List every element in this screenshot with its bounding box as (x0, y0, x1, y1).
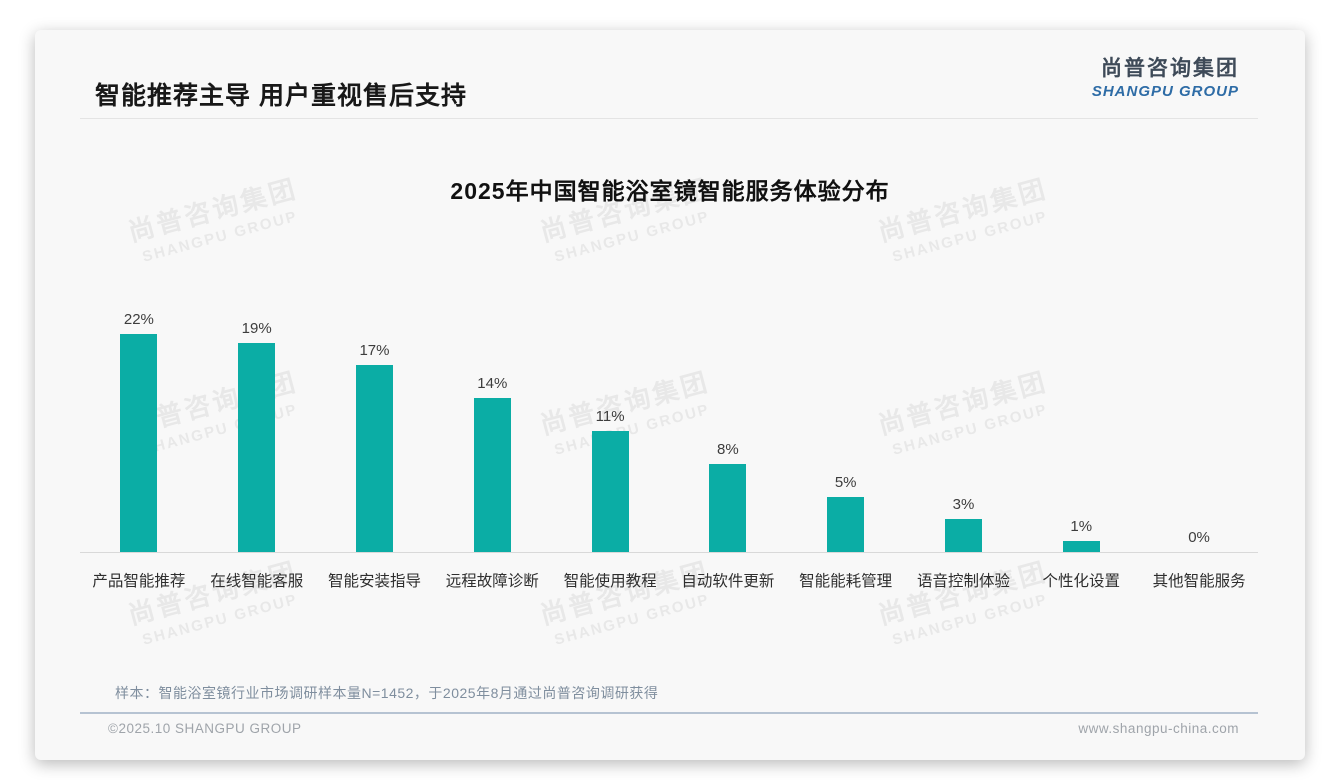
bar (591, 431, 629, 552)
bar-value-label: 0% (1188, 529, 1210, 546)
category-label: 个性化设置 (1042, 573, 1121, 590)
bar-value-label: 11% (595, 408, 625, 425)
category-label: 语音控制体验 (916, 573, 1010, 590)
bar-value-label: 17% (359, 342, 390, 359)
category-label: 智能能耗管理 (799, 573, 893, 590)
bar-column: 22% (80, 311, 198, 552)
bar-column: 8% (669, 311, 787, 552)
bar-value-label: 1% (1070, 518, 1093, 535)
footer: ©2025.10 SHANGPU GROUP www.shangpu-china… (108, 721, 1239, 736)
bar-value-label: 8% (717, 441, 739, 458)
bar (709, 464, 747, 552)
slide-card: 尚普咨询集团 SHANGPU GROUP 尚普咨询集团 SHANGPU GROUP 尚普… (35, 30, 1305, 760)
company-logo: 尚普咨询集团 SHANGPU GROUP (1092, 52, 1239, 100)
bar (944, 519, 982, 552)
bar-column: 3% (905, 311, 1023, 552)
bar-value-label: 14% (477, 375, 508, 392)
bar-column: 19% (198, 311, 316, 552)
bar-column: 17% (316, 311, 434, 552)
sample-note: 样本：智能浴室镜行业市场调研样本量N=1452，于2025年8月通过尚普咨询调研… (115, 685, 659, 701)
footer-divider (80, 712, 1258, 714)
page-title: 智能推荐主导 用户重视售后支持 (95, 82, 467, 110)
bar (473, 398, 511, 552)
bar-column: 14% (433, 311, 551, 552)
category-label: 远程故障诊断 (445, 573, 539, 590)
category-label: 智能安装指导 (327, 573, 421, 590)
bar-chart-category-axis: 产品智能推荐 在线智能客服 智能安装指导 远程故障诊断 智能使用教程 自动软件更新 智能能耗… (80, 569, 1258, 591)
header-divider (80, 118, 1258, 119)
bar-column: 0% (1140, 311, 1258, 552)
logo-cn-text: 尚普咨询集团 (1101, 57, 1239, 80)
logo-en-text: SHANGPU GROUP (1091, 83, 1239, 100)
bar (355, 365, 393, 552)
category-label: 其他智能服务 (1152, 573, 1246, 590)
chart-title: 2025年中国智能浴室镜智能服务体验分布 (450, 178, 890, 204)
bar (120, 334, 158, 552)
bar-column: 5% (787, 311, 905, 552)
bar-value-label: 3% (952, 496, 975, 513)
bar-value-label: 5% (834, 474, 857, 491)
category-label: 产品智能推荐 (92, 573, 186, 590)
bar-column: 11% (551, 311, 669, 552)
bar-value-label: 22% (123, 311, 154, 328)
bar-column: 1% (1022, 311, 1140, 552)
bar-value-label: 19% (241, 320, 272, 337)
bar (238, 343, 276, 552)
footer-website: www.shangpu-china.com (1078, 721, 1239, 736)
bar-chart: 22% 19% 17% 14% 11% 8% 5% 3% 1% 0% 产品智能推荐 在线智能客服 智能… (80, 311, 1258, 591)
category-label: 自动软件更新 (681, 573, 775, 590)
category-label: 在线智能客服 (210, 573, 304, 590)
category-label: 智能使用教程 (563, 573, 657, 590)
slide-content: 智能推荐主导 用户重视售后支持 尚普咨询集团 SHANGPU GROUP 202… (35, 30, 1305, 760)
bar-chart-plot-area: 22% 19% 17% 14% 11% 8% 5% 3% 1% 0% (80, 311, 1258, 553)
footer-copyright: ©2025.10 SHANGPU GROUP (108, 721, 302, 736)
bar (827, 497, 865, 552)
bar (1062, 541, 1100, 552)
